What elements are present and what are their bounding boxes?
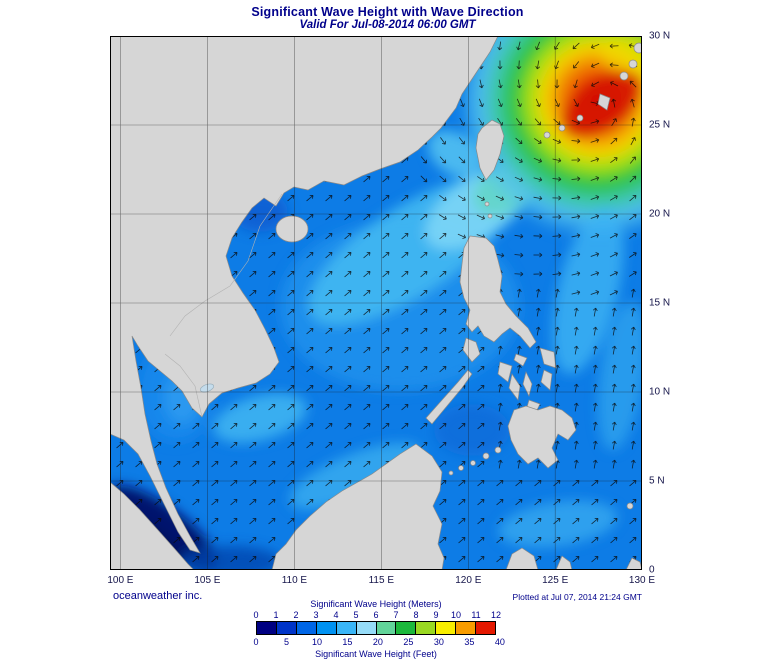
lat-tick-label: 30 N <box>649 30 671 42</box>
land-samar <box>539 347 557 369</box>
meters-tick-label: 10 <box>450 610 462 620</box>
land-masbate <box>513 353 528 367</box>
lat-tick-label: 10 N <box>649 386 671 398</box>
colorbar-cell <box>356 622 377 634</box>
meters-tick-label: 7 <box>393 610 399 620</box>
land-okinawa <box>597 93 611 111</box>
lat-tick-label: 0 <box>649 564 655 576</box>
lon-tick-label: 105 E <box>194 575 221 586</box>
lon-tick-label: 115 E <box>368 575 394 586</box>
lon-tick-label: 110 E <box>281 575 308 586</box>
grid-lines <box>110 36 642 570</box>
land-masses <box>109 35 645 571</box>
colorbar-cell <box>376 622 397 634</box>
map-plot-area <box>107 0 737 578</box>
land-borneo <box>271 443 445 571</box>
lon-tick-label: 120 E <box>455 575 482 586</box>
colorbar-cell <box>396 622 417 634</box>
land-leyte <box>540 369 553 391</box>
land-negros <box>508 373 521 401</box>
wave-map-svg <box>107 0 737 578</box>
meters-tick-label: 11 <box>471 610 481 620</box>
country-borders <box>164 193 283 418</box>
meters-tick-label: 0 <box>253 610 259 620</box>
meters-tick-label: 12 <box>490 610 502 620</box>
meters-tick-label: 8 <box>413 610 419 620</box>
feet-tick-label: 40 <box>494 637 505 647</box>
legend-meters-ticks: 0 1 2 3 4 5 6 7 8 9 10 11 12 <box>253 610 501 620</box>
meters-tick-label: 5 <box>353 610 359 620</box>
plotted-timestamp: Plotted at Jul 07, 2014 21:24 GMT <box>512 592 642 602</box>
meters-tick-label: 4 <box>333 610 339 620</box>
colorbar <box>256 621 496 635</box>
branding-oceanweather: oceanweather inc. <box>113 590 203 602</box>
land-palawan <box>425 369 473 425</box>
feet-tick-label: 25 <box>403 637 414 647</box>
lat-tick-label: 20 N <box>649 208 671 220</box>
legend-feet-title: Significant Wave Height (Feet) <box>315 649 437 659</box>
land-taiwan <box>475 119 505 181</box>
land-panay <box>497 361 513 383</box>
chart-title: Significant Wave Height with Wave Direct… <box>251 5 524 19</box>
feet-tick-label: 20 <box>372 637 383 647</box>
lake-tonle-sap <box>199 383 215 393</box>
land-cebu <box>522 370 533 398</box>
colorbar-cell <box>257 622 277 634</box>
meters-tick-label: 3 <box>313 610 319 620</box>
land-asia-mainland <box>109 35 499 554</box>
feet-tick-label: 0 <box>253 637 259 647</box>
lon-tick-label: 100 E <box>107 575 134 586</box>
meters-tick-label: 1 <box>273 610 279 620</box>
meters-tick-label: 6 <box>373 610 379 620</box>
colorbar-cell <box>316 622 337 634</box>
land-luzon <box>459 235 537 349</box>
colorbar-cell <box>476 622 496 634</box>
land-mindoro <box>462 337 481 363</box>
lat-tick-label: 5 N <box>649 475 665 487</box>
legend-feet-ticks: 0 5 10 15 20 25 30 35 40 <box>253 637 504 647</box>
meters-tick-label: 2 <box>293 610 299 620</box>
chart-valid-time: Valid For Jul-08-2014 06:00 GMT <box>299 19 476 31</box>
y-axis-latitude: 30 N 25 N 20 N 15 N 10 N 5 N 0 <box>649 31 694 576</box>
colorbar-cell <box>416 622 437 634</box>
lon-tick-label: 130 E <box>628 575 656 586</box>
feet-tick-label: 10 <box>311 637 322 647</box>
lat-tick-label: 15 N <box>649 297 671 309</box>
land-hainan <box>275 215 309 243</box>
legend-meters-title: Significant Wave Height (Meters) <box>310 599 442 609</box>
feet-tick-label: 30 <box>433 637 444 647</box>
meters-tick-label: 9 <box>433 610 439 620</box>
colorbar-cell <box>336 622 357 634</box>
lat-tick-label: 25 N <box>649 119 671 131</box>
colorbar-cell <box>436 622 457 634</box>
colorbar-cell <box>276 622 297 634</box>
x-axis-longitude: 100 E 105 E 110 E 115 E 120 E 125 E 130 E <box>107 575 655 588</box>
feet-tick-label: 5 <box>283 637 289 647</box>
lon-tick-label: 125 E <box>542 575 569 586</box>
feet-tick-label: 35 <box>464 637 475 647</box>
feet-tick-label: 15 <box>342 637 353 647</box>
map-border <box>110 36 642 570</box>
colorbar-cell <box>456 622 477 634</box>
colorbar-cell <box>296 622 317 634</box>
